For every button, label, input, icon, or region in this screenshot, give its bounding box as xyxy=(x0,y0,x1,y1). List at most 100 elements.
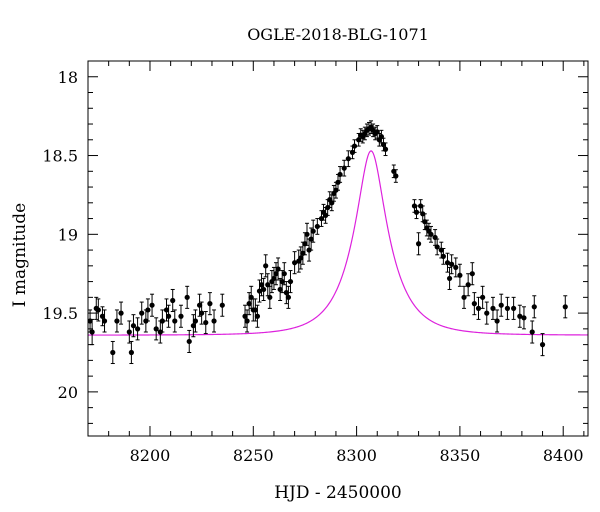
data-marker xyxy=(261,286,267,293)
data-marker xyxy=(393,173,399,179)
data-marker xyxy=(130,323,137,329)
data-marker xyxy=(341,165,347,171)
data-point-32 xyxy=(207,292,213,316)
data-point-126 xyxy=(504,296,511,320)
data-marker xyxy=(258,282,265,288)
data-marker xyxy=(211,318,217,324)
data-marker xyxy=(271,275,277,282)
data-marker xyxy=(420,211,426,217)
data-marker xyxy=(207,301,213,307)
data-marker xyxy=(267,294,273,300)
data-marker xyxy=(273,271,279,277)
data-point-3 xyxy=(95,298,101,322)
data-point-27 xyxy=(190,314,196,338)
data-point-41 xyxy=(254,304,261,328)
data-marker xyxy=(511,305,517,311)
data-marker xyxy=(143,318,149,324)
data-point-33 xyxy=(211,309,217,333)
data-point-8 xyxy=(118,301,124,325)
data-point-15 xyxy=(145,298,151,322)
data-point-108 xyxy=(434,238,440,256)
data-point-118 xyxy=(469,262,475,286)
data-point-30 xyxy=(199,301,205,325)
data-marker xyxy=(203,319,209,326)
data-marker xyxy=(411,203,418,209)
data-marker xyxy=(335,179,341,185)
data-point-113 xyxy=(449,254,455,275)
data-point-77 xyxy=(337,166,343,183)
data-point-128 xyxy=(517,304,523,328)
data-marker xyxy=(498,302,504,308)
data-marker xyxy=(275,266,281,272)
data-marker xyxy=(263,263,269,269)
data-marker xyxy=(153,326,159,332)
data-marker xyxy=(323,212,329,219)
data-marker xyxy=(413,209,420,215)
data-point-124 xyxy=(494,309,500,333)
data-point-133 xyxy=(562,295,568,319)
data-marker xyxy=(333,187,339,193)
data-marker xyxy=(480,294,486,300)
data-marker xyxy=(415,241,422,247)
data-point-122 xyxy=(484,301,490,325)
data-marker xyxy=(172,318,178,324)
data-marker xyxy=(475,305,482,311)
x-tick-label: 8300 xyxy=(336,446,377,465)
data-point-16 xyxy=(149,293,155,317)
data-point-44 xyxy=(261,277,267,301)
data-point-106 xyxy=(428,225,434,243)
data-marker xyxy=(461,294,467,300)
data-marker xyxy=(165,313,172,319)
data-point-24 xyxy=(178,304,184,328)
data-marker xyxy=(149,302,155,308)
data-point-119 xyxy=(471,292,477,316)
data-point-57 xyxy=(287,270,294,294)
data-point-81 xyxy=(351,139,358,153)
data-point-121 xyxy=(480,285,486,309)
data-point-56 xyxy=(285,285,292,309)
data-point-19 xyxy=(159,309,165,333)
data-point-50 xyxy=(273,262,279,286)
data-marker xyxy=(252,307,258,313)
data-marker xyxy=(101,318,108,324)
data-point-114 xyxy=(453,257,459,278)
y-tick-label: 20 xyxy=(58,383,78,402)
data-point-51 xyxy=(275,257,281,281)
data-point-9 xyxy=(126,320,132,344)
data-marker xyxy=(349,149,356,155)
data-marker xyxy=(440,253,446,259)
data-marker xyxy=(539,342,546,348)
data-marker xyxy=(279,278,285,285)
data-point-36 xyxy=(244,309,250,333)
data-point-131 xyxy=(531,295,537,319)
data-marker xyxy=(256,288,263,294)
data-point-18 xyxy=(157,320,163,344)
data-point-1 xyxy=(89,318,95,346)
data-point-54 xyxy=(281,262,287,286)
x-tick-label: 8400 xyxy=(543,446,584,465)
data-marker xyxy=(134,326,141,332)
data-point-5 xyxy=(101,309,108,333)
data-marker xyxy=(244,318,250,324)
data-point-123 xyxy=(490,296,496,320)
data-point-132 xyxy=(539,333,546,357)
y-tick-label: 19.5 xyxy=(42,304,78,323)
data-point-79 xyxy=(345,150,351,168)
data-marker xyxy=(163,307,170,313)
data-marker xyxy=(128,349,134,356)
data-point-129 xyxy=(521,306,527,330)
data-point-64 xyxy=(306,238,312,262)
data-marker xyxy=(157,329,163,335)
data-point-112 xyxy=(446,266,453,290)
data-point-26 xyxy=(186,329,192,353)
data-point-120 xyxy=(475,296,482,320)
data-point-35 xyxy=(242,304,248,328)
data-point-7 xyxy=(114,309,120,333)
data-marker xyxy=(186,338,192,345)
data-point-47 xyxy=(267,285,273,309)
data-point-6 xyxy=(110,340,116,365)
plot-area xyxy=(87,120,589,365)
data-point-100 xyxy=(415,232,422,256)
data-marker xyxy=(434,244,440,250)
data-point-130 xyxy=(529,320,535,344)
